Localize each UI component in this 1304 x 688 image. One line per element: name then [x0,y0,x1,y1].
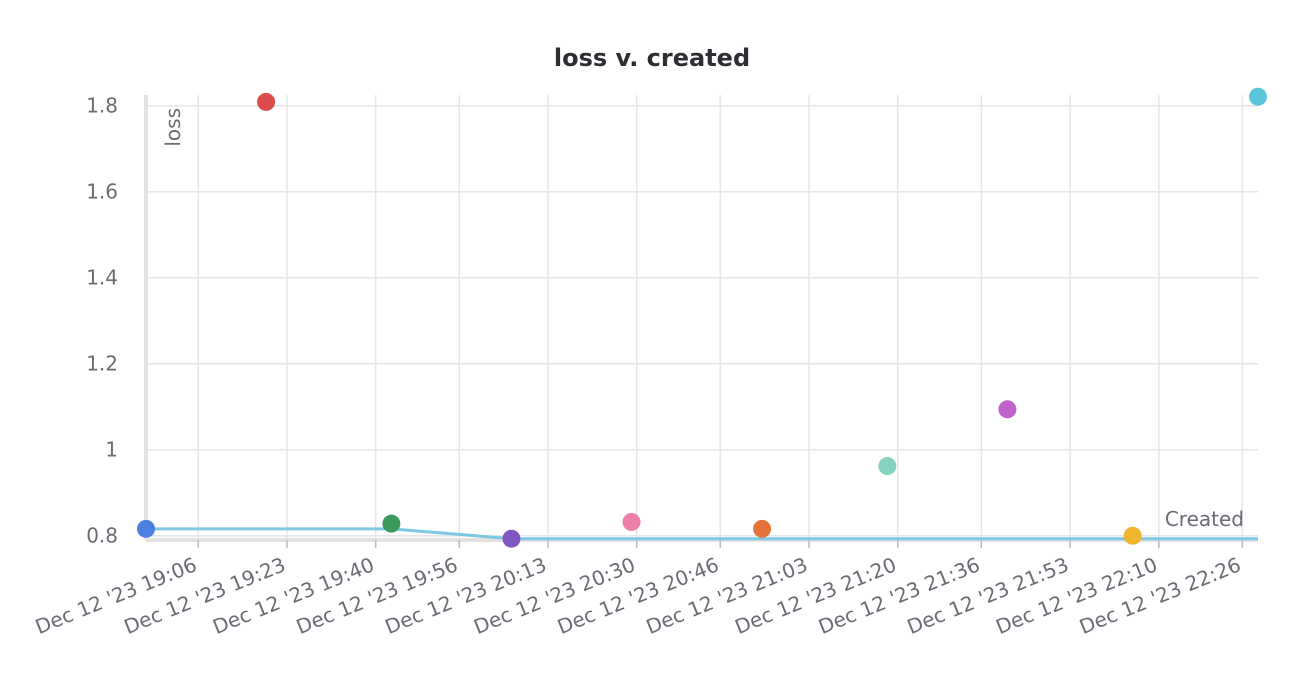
y-tick-label: 1 [105,438,118,462]
point [878,457,897,476]
point [1249,87,1267,106]
y-tick-label: 1.2 [86,352,118,376]
chart-title: loss v. created [554,44,750,72]
point [998,400,1017,419]
point [257,92,276,111]
y-axis-label: loss [161,108,185,147]
point [1123,526,1142,545]
point [502,529,521,548]
y-tick-label: 1.4 [86,266,118,290]
point [137,519,155,538]
y-tick-label: 1.6 [86,180,118,204]
point [753,519,772,538]
x-axis-label: Created [1165,507,1244,531]
y-tick-label: 1.8 [86,94,118,118]
point [622,512,641,531]
line [146,527,1258,541]
y-tick-label: 0.8 [86,524,118,548]
point [382,514,401,533]
